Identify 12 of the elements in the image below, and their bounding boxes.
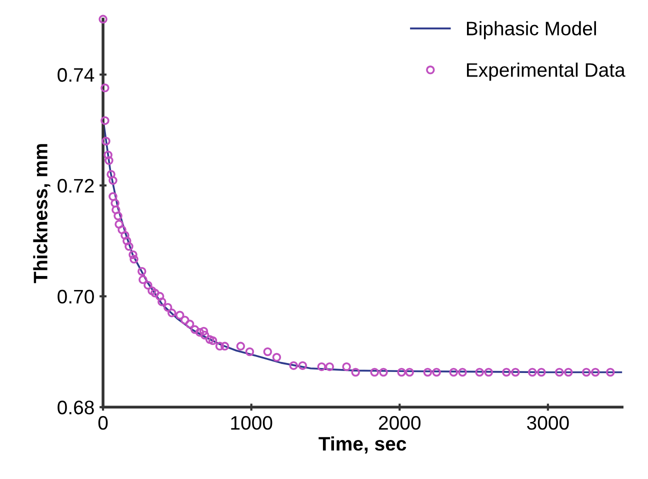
y-tick-label: 0.70 (58, 290, 94, 304)
x-tick-label: 0 (98, 416, 108, 430)
x-tick-label: 3000 (527, 416, 569, 430)
x-tick-label: 2000 (378, 416, 420, 430)
legend-label: Biphasic Model (466, 21, 596, 40)
y-axis-title: Thickness, mm (33, 144, 50, 284)
x-tick-label: 1000 (231, 416, 272, 430)
legend-label: Experimental Data (466, 62, 626, 81)
y-tick-label: 0.68 (58, 400, 94, 414)
x-axis-title: Time, sec (318, 436, 406, 454)
y-tick-label: 0.72 (58, 178, 94, 193)
y-tick-label: 0.74 (58, 68, 94, 82)
